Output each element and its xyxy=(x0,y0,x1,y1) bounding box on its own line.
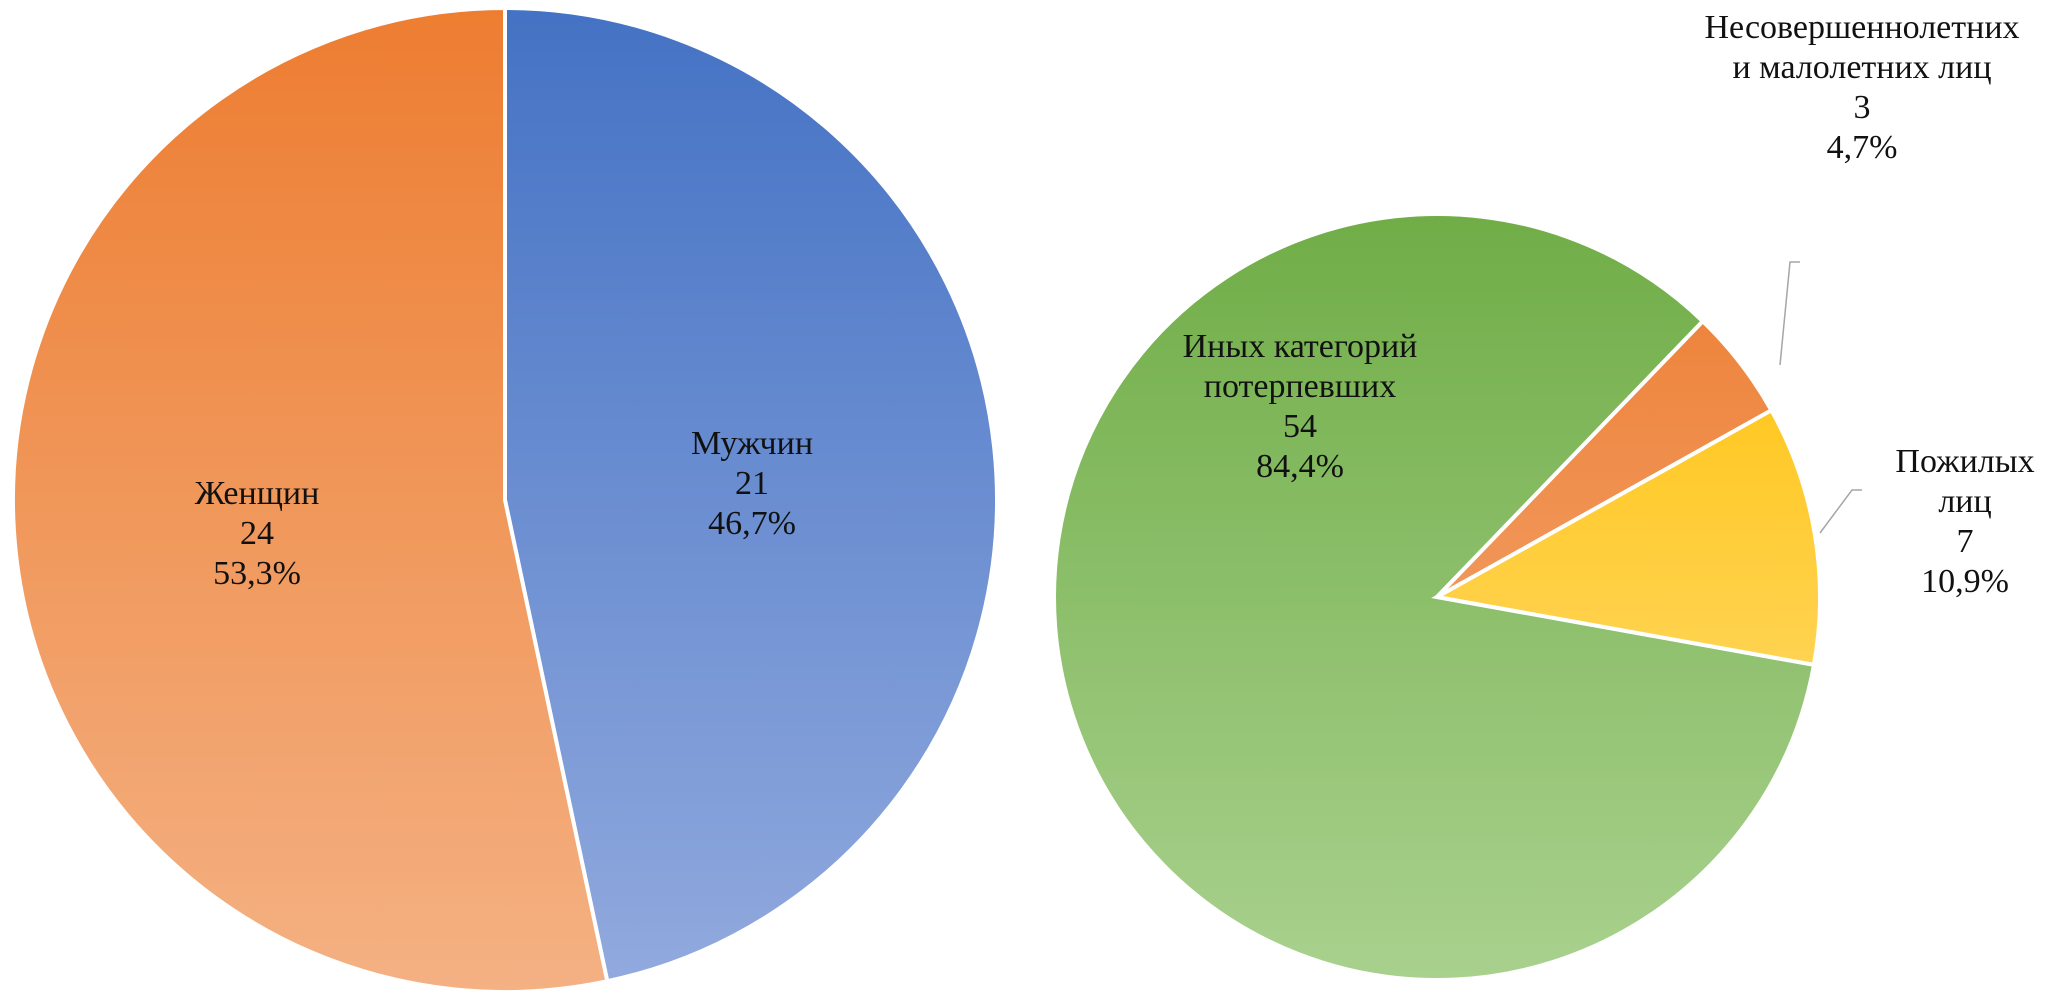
category-pie-chart: Иных категорий потерпевших 54 84,4% Несоверш… xyxy=(1052,9,2035,982)
data-label: Иных категорий потерпевших 54 84,4% xyxy=(1183,328,1418,485)
leader-line xyxy=(1779,261,1800,366)
pie-slice-slice-1-1 xyxy=(503,5,999,984)
data-label: Женщин 24 53,3% xyxy=(195,475,320,592)
gender-pie-chart: Мужчин 21 46,7% Женщин 24 53,3% xyxy=(11,5,999,994)
data-label: Несовершеннолетних и малолетних лиц 3 4,7% xyxy=(1704,9,2019,166)
pie-slice-slice-2-3 xyxy=(1431,407,1822,668)
data-label: Пожилых лиц 7 10,9% xyxy=(1895,443,2034,600)
leader-line xyxy=(1819,489,1862,534)
pie-slice-slice-1-2 xyxy=(11,5,610,994)
data-label: Мужчин 21 46,7% xyxy=(691,425,813,542)
